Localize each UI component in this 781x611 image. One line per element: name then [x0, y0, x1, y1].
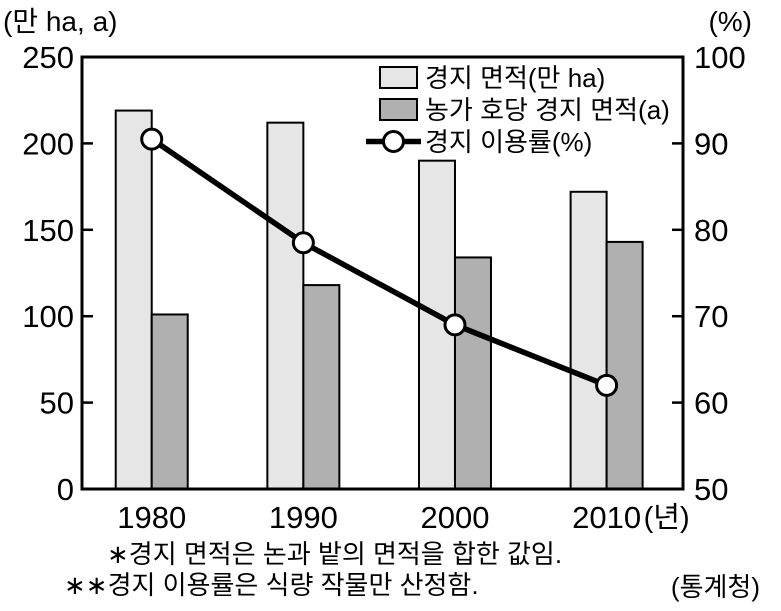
legend-label-2: 경지 이용률(%) — [425, 127, 592, 157]
x-axis-label-1980: 1980 — [117, 500, 186, 535]
legend-swatch-cultivated-area — [379, 66, 418, 89]
utilization-rate-marker-2000 — [443, 313, 467, 337]
footnote-utilization-rate: ∗∗경지 이용률은 식량 작물만 산정함. — [64, 570, 479, 600]
left-axis-tick-label-200: 200 — [22, 126, 74, 161]
legend-swatch-area-per-household — [379, 98, 418, 121]
legend-label-0: 경지 면적(만 ha) — [425, 63, 605, 93]
x-axis-label-2010: 2010 — [572, 500, 641, 535]
right-axis-unit-label: (%) — [708, 6, 752, 37]
bar-area-per-household-2010 — [605, 240, 644, 490]
left-axis-tick-label-100: 100 — [22, 299, 74, 334]
plot-frame — [80, 55, 685, 491]
bar-cultivated-area-1980 — [114, 109, 153, 491]
bar-cultivated-area-2010 — [569, 190, 608, 490]
bar-area-per-household-1980 — [150, 313, 189, 490]
source-label: (통계청) — [670, 572, 760, 602]
legend-line-marker — [382, 130, 405, 153]
legend-label-1: 농가 호당 경지 면적(a) — [425, 95, 670, 125]
left-axis-unit-label: (만 ha, a) — [3, 6, 118, 37]
right-axis-tick-label-100: 100 — [694, 40, 746, 75]
footnote-cultivated-area: ∗경지 면적은 논과 밭의 면적을 합한 값임. — [107, 539, 563, 569]
x-axis-unit-suffix: (년) — [644, 502, 690, 534]
utilization-rate-marker-2010 — [595, 373, 619, 397]
right-axis-tick-label-60: 60 — [694, 386, 728, 421]
right-axis-tick-label-50: 50 — [694, 472, 728, 507]
x-axis-label-1990: 1990 — [269, 500, 338, 535]
utilization-rate-marker-1980 — [140, 127, 164, 151]
bar-area-per-household-1990 — [302, 284, 341, 491]
utilization-rate-marker-1990 — [291, 231, 315, 255]
right-axis-tick-label-70: 70 — [694, 299, 728, 334]
x-axis-label-2000: 2000 — [420, 500, 489, 535]
left-axis-tick-label-50: 50 — [40, 386, 74, 421]
right-axis-tick-label-90: 90 — [694, 126, 728, 161]
bar-cultivated-area-1990 — [266, 121, 305, 490]
left-axis-tick-label-0: 0 — [57, 472, 74, 507]
left-axis-tick-label-150: 150 — [22, 213, 74, 248]
bar-area-per-household-2000 — [453, 256, 492, 490]
utilization-rate-line — [148, 136, 610, 389]
right-axis-tick-label-80: 80 — [694, 213, 728, 248]
left-axis-tick-label-250: 250 — [22, 40, 74, 75]
